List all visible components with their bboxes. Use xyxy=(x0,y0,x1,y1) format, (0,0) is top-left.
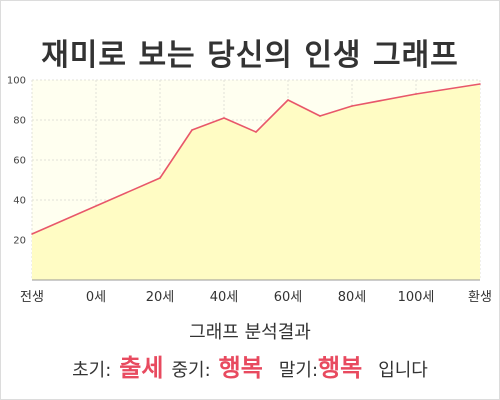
data-point xyxy=(223,117,225,119)
y-tick-label: 60 xyxy=(13,156,26,167)
late-label: 말기: xyxy=(278,360,319,381)
data-point xyxy=(287,99,289,101)
analysis-summary: 초기: 출세 중기: 행복 말기:행복 입니다 xyxy=(0,348,500,383)
late-value: 행복 xyxy=(318,354,363,382)
y-tick-label: 100 xyxy=(7,76,26,87)
x-tick-label: 60세 xyxy=(274,290,303,305)
early-value: 출세 xyxy=(119,354,164,382)
data-point xyxy=(191,129,193,131)
data-point xyxy=(319,115,321,117)
area-fill xyxy=(32,84,480,280)
life-graph-chart: 20 40 60 80 100 전생 0세 20세 40세 60세 80세 100세 환생 xyxy=(7,76,492,306)
x-tick-label: 100세 xyxy=(398,290,435,305)
analysis-heading: 그래프 분석결과 xyxy=(189,322,311,343)
summary-suffix: 입니다 xyxy=(378,360,428,381)
x-tick-label: 80세 xyxy=(338,290,367,305)
page-title: 재미로 보는 당신의 인생 그래프 xyxy=(41,38,459,73)
data-point xyxy=(255,131,257,133)
x-tick-label: 0세 xyxy=(86,290,106,305)
x-tick-label: 전생 xyxy=(20,290,44,305)
x-tick-label: 20세 xyxy=(146,290,175,305)
x-tick-label: 40세 xyxy=(210,290,239,305)
data-points xyxy=(31,83,481,235)
early-label: 초기: xyxy=(72,360,112,381)
data-point xyxy=(31,233,33,235)
y-tick-labels: 20 40 60 80 100 xyxy=(7,76,26,247)
data-point xyxy=(159,177,161,179)
x-tick-labels: 전생 0세 20세 40세 60세 80세 100세 환생 xyxy=(20,290,492,305)
mid-value: 행복 xyxy=(218,354,263,382)
data-point xyxy=(415,93,417,95)
y-tick-label: 40 xyxy=(13,196,26,207)
data-point xyxy=(351,105,353,107)
y-tick-label: 20 xyxy=(13,236,26,247)
y-tick-label: 80 xyxy=(13,116,26,127)
mid-label: 중기: xyxy=(171,360,211,381)
data-point xyxy=(479,83,481,85)
life-line xyxy=(31,83,481,235)
x-tick-label: 환생 xyxy=(468,290,492,305)
